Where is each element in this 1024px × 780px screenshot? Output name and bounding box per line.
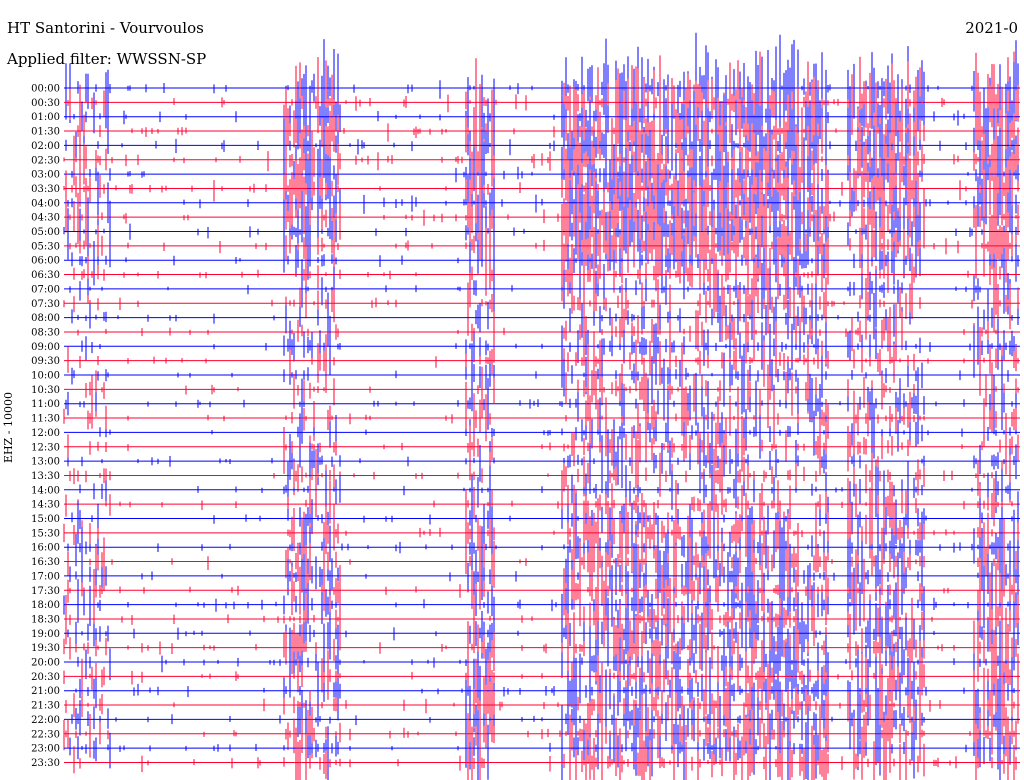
trace-signal bbox=[67, 592, 1019, 696]
tick-label: 07:30 bbox=[31, 299, 60, 310]
trace-signal bbox=[71, 674, 1001, 775]
tick-label: 12:30 bbox=[31, 442, 60, 453]
trace-signal bbox=[63, 608, 1017, 700]
tick-label: 04:00 bbox=[31, 198, 60, 209]
trace-signal bbox=[63, 562, 1019, 657]
chart-subtitle: Applied filter: WWSSN-SP bbox=[7, 50, 207, 68]
tick-label: 14:30 bbox=[31, 500, 60, 511]
trace-signal bbox=[81, 315, 1017, 385]
trace-signal bbox=[63, 386, 1017, 457]
tick-label: 21:00 bbox=[31, 686, 60, 697]
tick-label: 17:30 bbox=[31, 586, 60, 597]
tick-label: 04:30 bbox=[31, 213, 60, 224]
tick-label: 06:30 bbox=[31, 270, 60, 281]
tick-label: 16:30 bbox=[31, 557, 60, 568]
tick-label: 23:00 bbox=[31, 744, 60, 755]
trace-signal bbox=[63, 269, 1019, 342]
trace-signal bbox=[63, 108, 1019, 214]
tick-label: 01:30 bbox=[31, 127, 60, 138]
trace-signal bbox=[69, 257, 1011, 330]
tick-label: 22:00 bbox=[31, 715, 60, 726]
tick-label: 13:30 bbox=[31, 471, 60, 482]
trace-signal bbox=[67, 416, 1019, 481]
tick-label: 15:00 bbox=[31, 514, 60, 525]
trace-signal bbox=[63, 489, 1019, 579]
tick-label: 01:00 bbox=[31, 112, 60, 123]
trace-signal bbox=[63, 694, 1017, 780]
tick-label: 18:00 bbox=[31, 600, 60, 611]
tick-label: 11:00 bbox=[31, 399, 60, 410]
trace-signal bbox=[79, 461, 1011, 528]
tick-label: 14:00 bbox=[31, 485, 60, 496]
tick-label-group: 00:00 00:30 01:00 01:30 02:00 02:30 03:00 03:30… bbox=[31, 84, 60, 769]
tick-label: 10:00 bbox=[31, 371, 60, 382]
tick-label: 02:00 bbox=[31, 141, 60, 152]
tick-label: 19:30 bbox=[31, 643, 60, 654]
tick-label: 05:30 bbox=[31, 241, 60, 252]
tick-label: 13:00 bbox=[31, 457, 60, 468]
trace-signal bbox=[65, 576, 1019, 659]
tick-label: 03:00 bbox=[31, 170, 60, 181]
trace-group bbox=[63, 32, 1020, 780]
trace-signal bbox=[99, 403, 1017, 465]
tick-label: 09:00 bbox=[31, 342, 60, 353]
tick-label: 20:00 bbox=[31, 658, 60, 669]
tick-label: 23:30 bbox=[31, 758, 60, 769]
tick-label: 17:00 bbox=[31, 571, 60, 582]
tick-label: 10:30 bbox=[31, 385, 60, 396]
tick-label: 09:30 bbox=[31, 356, 60, 367]
trace-signal bbox=[69, 704, 1011, 780]
tick-label: 15:30 bbox=[31, 528, 60, 539]
trace-signal bbox=[63, 635, 1019, 724]
tick-label: 20:30 bbox=[31, 672, 60, 683]
tick-label: 16:00 bbox=[31, 543, 60, 554]
trace-signal bbox=[63, 178, 1017, 294]
tick-label: 07:00 bbox=[31, 284, 60, 295]
trace-signal bbox=[69, 191, 1017, 329]
trace-signal bbox=[73, 244, 1007, 319]
trace-signal bbox=[67, 331, 1019, 400]
trace-signal bbox=[65, 159, 1019, 297]
trace-signal bbox=[65, 472, 1013, 540]
trace-signal bbox=[69, 444, 1011, 518]
trace-signal bbox=[73, 716, 1017, 780]
tick-label: 05:00 bbox=[31, 227, 60, 238]
tick-label: 08:30 bbox=[31, 327, 60, 338]
tick-label: 00:00 bbox=[31, 84, 60, 95]
tick-label: 06:00 bbox=[31, 256, 60, 267]
tick-label: 03:30 bbox=[31, 184, 60, 195]
chart-date: 2021-0 bbox=[965, 19, 1018, 37]
tick-label: 11:30 bbox=[31, 414, 60, 425]
tick-label: 02:30 bbox=[31, 155, 60, 166]
tick-label: 21:30 bbox=[31, 701, 60, 712]
tick-label: 19:00 bbox=[31, 629, 60, 640]
tick-label: 18:30 bbox=[31, 614, 60, 625]
chart-title: HT Santorini - Vourvoulos bbox=[7, 19, 204, 37]
trace-signal bbox=[71, 289, 1019, 355]
trace-signal bbox=[73, 57, 1015, 189]
tick-label: 12:00 bbox=[31, 428, 60, 439]
trace-signal bbox=[65, 32, 1019, 164]
tick-label: 08:00 bbox=[31, 313, 60, 324]
trace-signal bbox=[75, 648, 1015, 753]
tick-label: 22:30 bbox=[31, 729, 60, 740]
tick-label: 00:30 bbox=[31, 98, 60, 109]
trace-signal bbox=[77, 301, 997, 364]
y-axis-label: EHZ - 10000 bbox=[2, 392, 15, 463]
trace-signal bbox=[63, 130, 1019, 255]
